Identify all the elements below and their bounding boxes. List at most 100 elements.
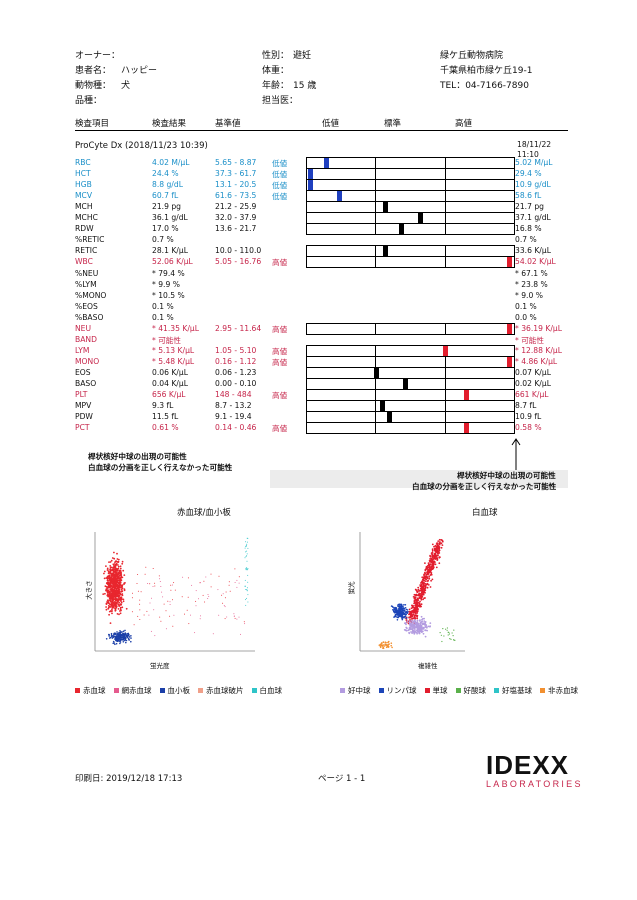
legend-label: 好酸球: [463, 686, 487, 695]
scatter-dot: [414, 604, 416, 607]
scatter-dot: [245, 556, 247, 558]
scatter-dot: [172, 584, 173, 586]
scatter-dot: [110, 572, 113, 575]
scatter-dot: [246, 541, 248, 543]
scatter-dot: [128, 636, 131, 638]
scatter-dot: [408, 628, 411, 630]
row-flag: 低値: [272, 159, 288, 168]
scatter-dot: [431, 543, 434, 546]
row-flag: 高値: [272, 258, 288, 268]
scatter-dot: [245, 567, 247, 569]
range-cell: [444, 422, 515, 435]
scatter-dot: [245, 551, 247, 553]
scatter-dot: [119, 608, 122, 611]
row-name: BASO: [75, 379, 97, 388]
row-prev: 0.07 K/μL: [515, 367, 551, 377]
scatter-dot: [441, 544, 444, 546]
scatter-dot: [128, 638, 130, 641]
scatter-dot: [419, 627, 422, 630]
note-right-2: 白血球の分画を正しく行えなかった可能性: [412, 482, 557, 491]
scatter-dot: [247, 547, 249, 549]
weight-label: 体重：: [262, 66, 290, 76]
row-result: 0.04 K/μL: [152, 379, 188, 388]
scatter-dot: [114, 609, 117, 612]
scatter-dot: [114, 561, 116, 564]
scatter-dot: [416, 601, 418, 604]
scatter-dot: [388, 643, 390, 645]
scatter-dot: [431, 557, 434, 559]
scatter-dot: [420, 628, 423, 630]
row-result: * 可能性: [152, 335, 181, 345]
row-flag: 低値: [272, 181, 288, 191]
scatter-dot: [117, 558, 120, 561]
species-value: 犬: [121, 81, 131, 91]
row-result: * 10.5 %: [152, 290, 185, 300]
scatter-dot: [113, 583, 116, 586]
scatter-dot: [234, 568, 236, 570]
scatter-dot: [121, 631, 123, 633]
age-value: 15 歳: [293, 81, 317, 91]
scatter-dot: [131, 597, 133, 599]
scatter-dot: [440, 634, 442, 636]
row-result: * 5.48 K/μL: [152, 356, 195, 366]
scatter-dot: [182, 576, 184, 578]
scatter-dot: [246, 550, 248, 552]
scatter-dot: [419, 595, 422, 597]
scatter-dot: [434, 553, 437, 556]
scatter-dot: [246, 560, 248, 562]
scatter-dot: [154, 582, 156, 584]
scatter-dot: [414, 621, 417, 624]
scatter-dot: [167, 600, 169, 602]
scatter-dot: [120, 576, 123, 578]
scatter-dot: [121, 606, 124, 609]
scatter-dot: [429, 586, 432, 588]
range-cell: [306, 422, 377, 435]
legend-label: 好中球: [348, 686, 371, 695]
scatter-dot: [118, 570, 121, 573]
scatter-dot: [109, 586, 111, 588]
scatter-dot: [417, 586, 420, 589]
scatter-dot: [105, 638, 108, 640]
scatter-dot: [405, 623, 407, 626]
scatter-dot: [424, 597, 426, 599]
scatter-dot: [436, 548, 438, 551]
scatter-dot: [413, 593, 416, 596]
scatter-dot: [108, 595, 111, 598]
scatter-dot: [445, 628, 447, 630]
scatter-dot: [115, 569, 118, 572]
scatter-dot: [431, 549, 434, 552]
scatter-dot: [430, 558, 433, 561]
scatter-dot: [411, 621, 414, 624]
scatter-dot: [410, 624, 413, 626]
scatter-dot: [106, 577, 109, 580]
scatter-dot: [236, 586, 238, 588]
row-result: 21.9 pg: [152, 202, 181, 212]
scatter-dot: [103, 572, 105, 575]
scatter-dot: [228, 584, 230, 586]
row-result: 0.06 K/μL: [152, 367, 188, 377]
sex-label: 性別：: [262, 51, 290, 61]
scatter-dot: [412, 626, 415, 629]
scatter-dot: [131, 611, 133, 613]
scatter-dot: [400, 610, 403, 613]
scatter-dot: [165, 610, 167, 612]
scatter-dot: [143, 614, 145, 616]
row-ref: 8.7 - 13.2: [215, 401, 252, 411]
row-name: RETIC: [75, 246, 98, 256]
scatter-dot: [119, 593, 122, 596]
scatter-dot: [186, 609, 188, 611]
scatter-dot: [446, 629, 448, 631]
scatter-dot: [224, 606, 226, 608]
scatter-dot: [119, 606, 122, 609]
legend-swatch: [494, 688, 499, 693]
scatter-dot: [436, 557, 439, 560]
range-marker: [382, 246, 388, 257]
scatter-dot: [114, 590, 117, 592]
legend-item: 単球: [424, 683, 448, 698]
scatter-dot: [432, 564, 435, 567]
scatter-dot: [108, 610, 111, 613]
scatter-dot: [109, 599, 112, 602]
scatter-dot: [114, 604, 116, 607]
scatter-dot: [442, 628, 444, 630]
scatter-dot: [429, 558, 431, 560]
